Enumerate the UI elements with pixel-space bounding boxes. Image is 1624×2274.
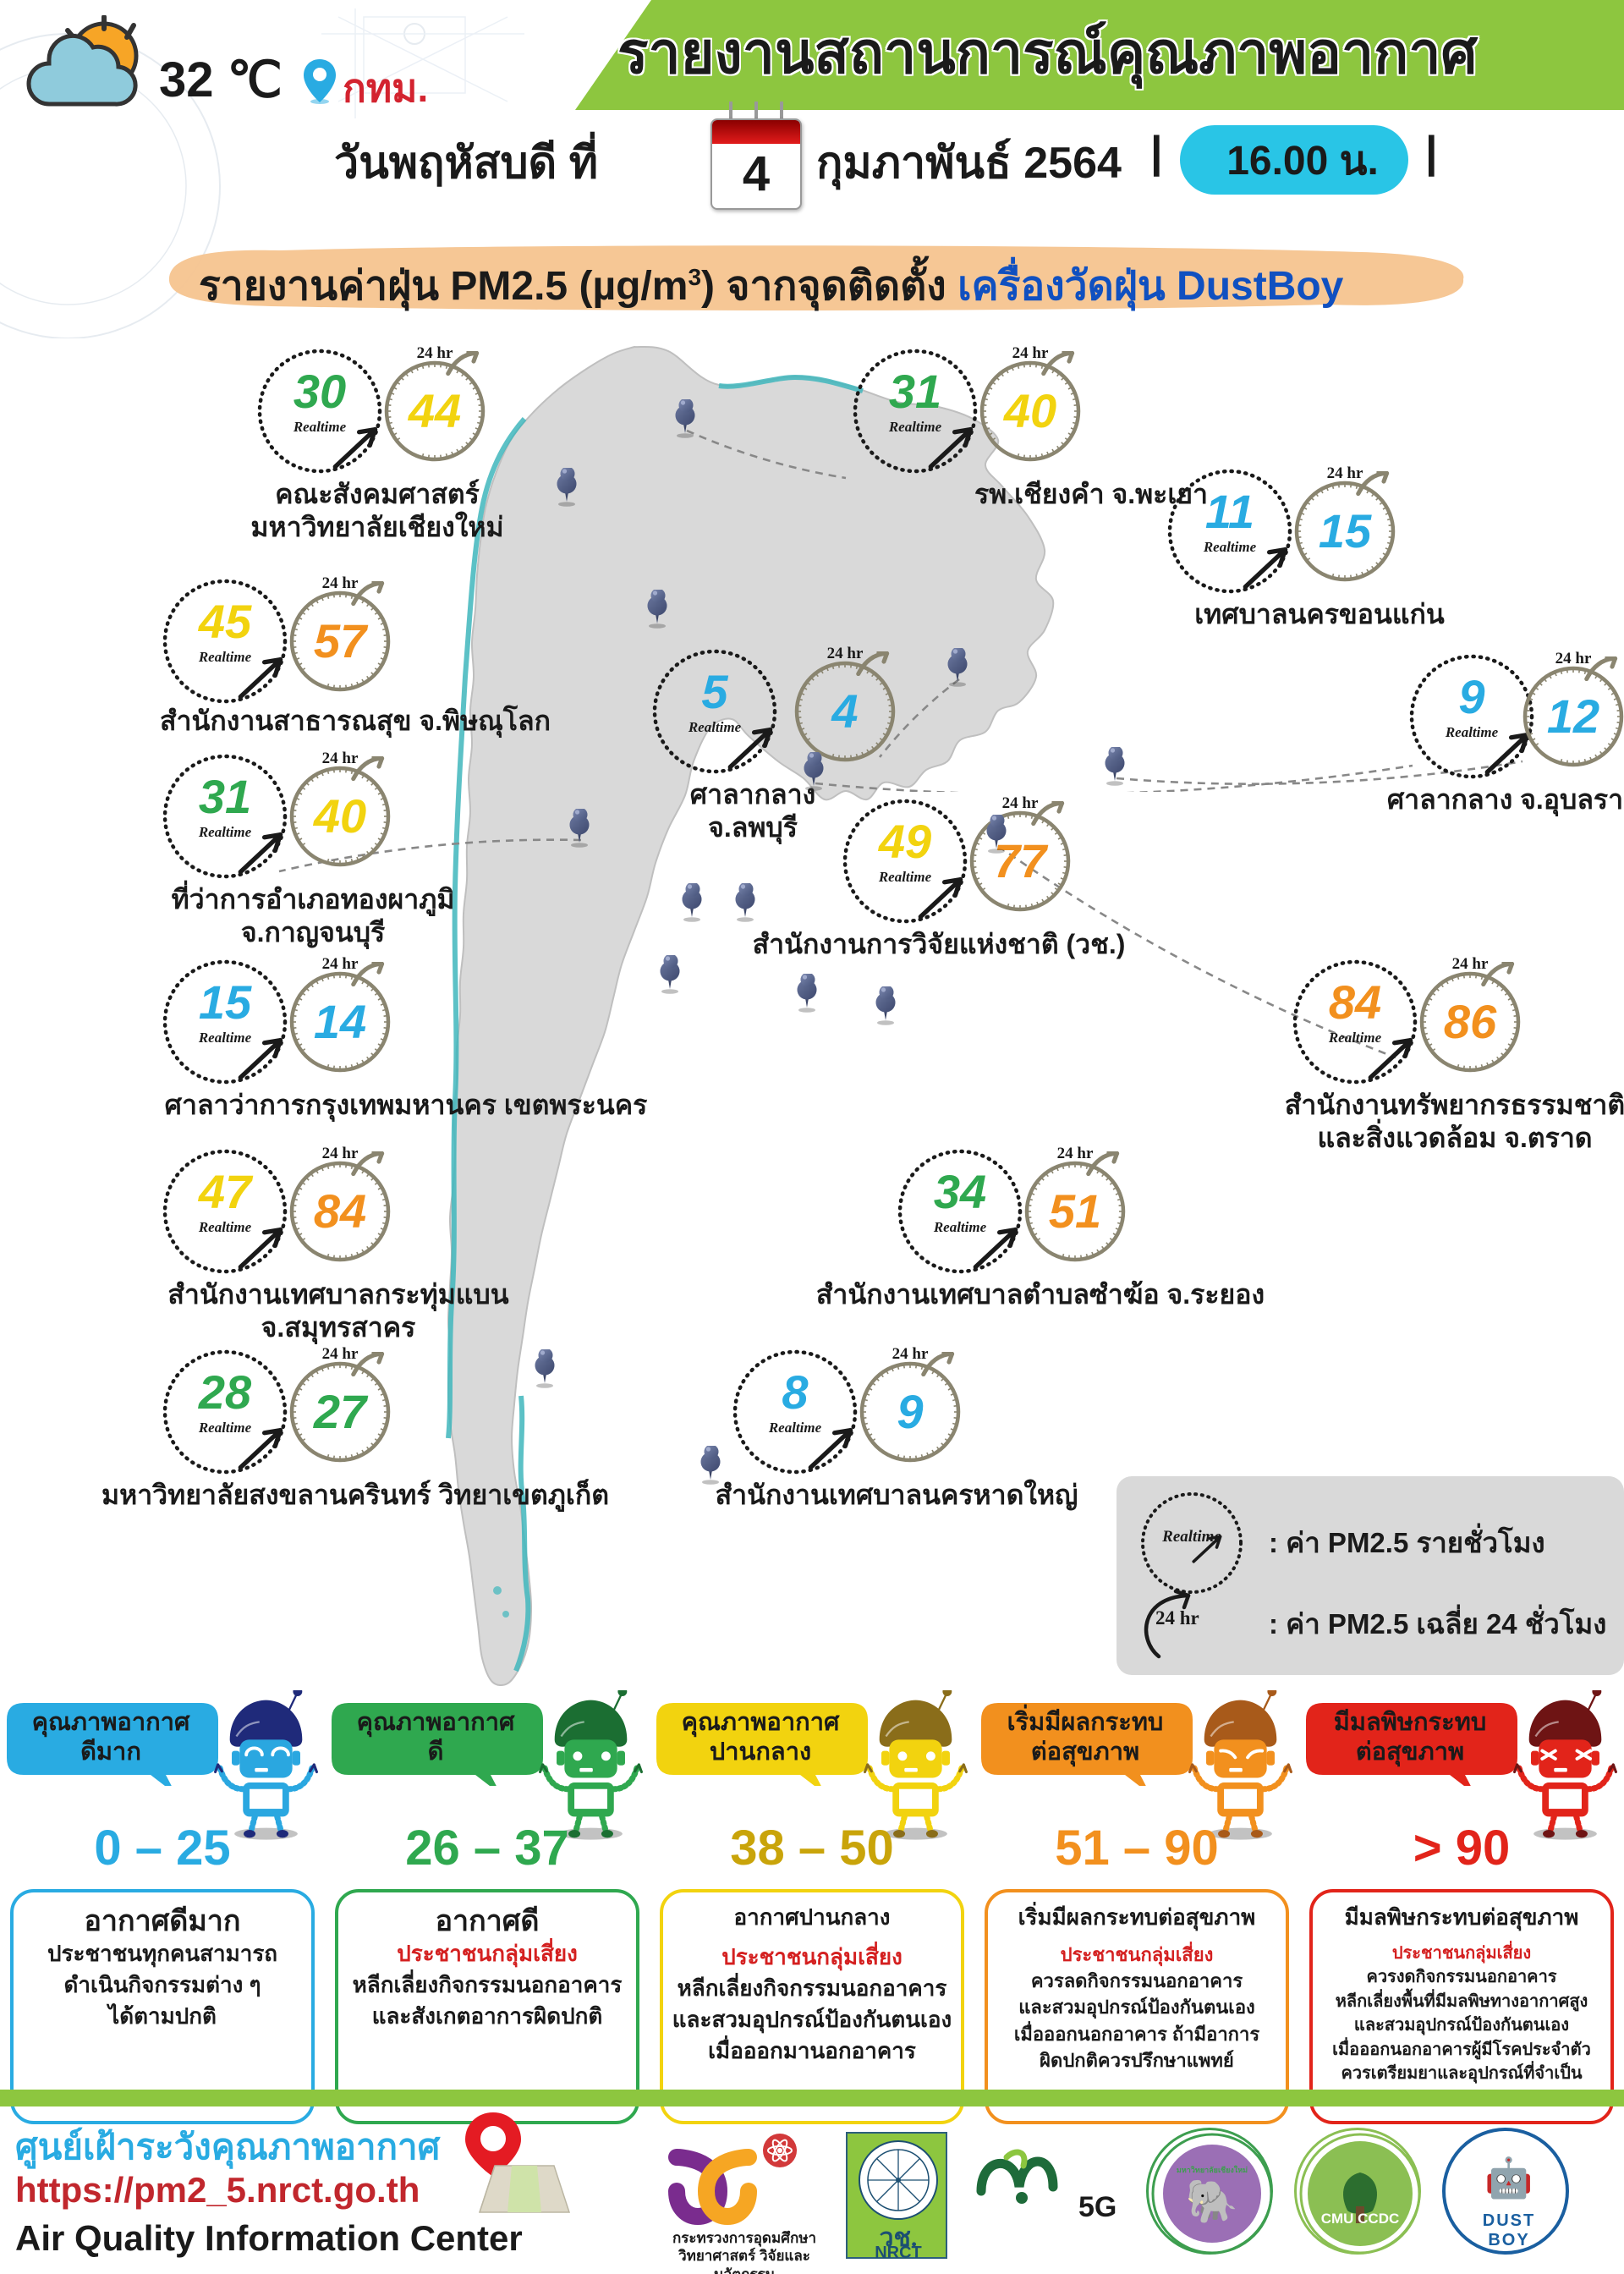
svg-text:มหาวิทยาลัยเชียงใหม่: มหาวิทยาลัยเชียงใหม่ xyxy=(1177,2165,1248,2174)
